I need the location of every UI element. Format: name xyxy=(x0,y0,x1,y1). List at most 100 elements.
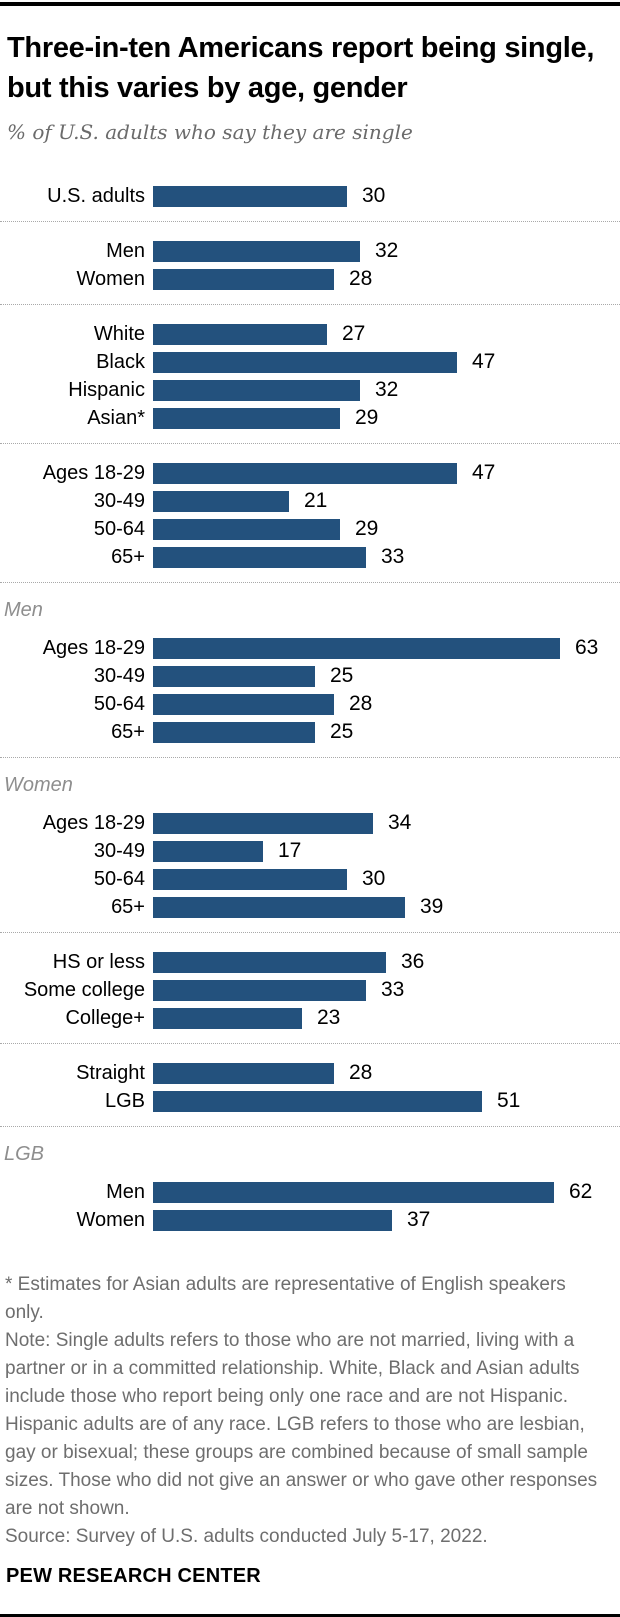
value-label: 25 xyxy=(330,664,354,687)
category-label: LGB xyxy=(104,1089,145,1112)
value-label: 28 xyxy=(349,267,373,290)
chart-section: White 27 Black 47 Hispanic 32 Asian* 29 xyxy=(0,304,620,443)
asterisk-note: * Estimates for Asian adults are represe… xyxy=(5,1274,566,1323)
value-label: 39 xyxy=(420,895,444,918)
chart-row: 50-64 29 xyxy=(0,515,620,543)
value-label: 37 xyxy=(407,1208,431,1231)
chart-row: 30-49 21 xyxy=(0,487,620,515)
chart-row: LGB 51 xyxy=(0,1087,620,1115)
category-label: White xyxy=(93,322,145,345)
bar xyxy=(153,812,373,834)
category-label: Straight xyxy=(76,1061,145,1084)
category-label: Black xyxy=(96,350,145,373)
chart-row: Women 28 xyxy=(0,265,620,293)
category-label: Some college xyxy=(23,978,145,1001)
bar xyxy=(153,951,386,973)
category-label: HS or less xyxy=(52,950,145,973)
chart-row: Women 37 xyxy=(0,1206,620,1234)
value-label: 32 xyxy=(375,378,399,401)
bar xyxy=(153,979,366,1001)
chart-row: Hispanic 32 xyxy=(0,376,620,404)
chart-section: HS or less 36 Some college 33 College+ 23 xyxy=(0,932,620,1043)
value-label: 32 xyxy=(375,239,399,262)
chart-row: 30-49 25 xyxy=(0,662,620,690)
value-label: 28 xyxy=(349,1061,373,1084)
bar xyxy=(153,1181,554,1203)
chart-row: Ages 18-29 47 xyxy=(0,459,620,487)
value-label: 30 xyxy=(362,184,386,207)
value-label: 29 xyxy=(355,517,379,540)
bar xyxy=(153,665,315,687)
chart-section: Men Ages 18-29 63 30-49 25 50-64 28 65+ 25 xyxy=(0,582,620,757)
bar xyxy=(153,868,347,890)
bar xyxy=(153,351,457,373)
category-label: Women xyxy=(76,267,145,290)
bar xyxy=(153,546,366,568)
value-label: 47 xyxy=(472,350,496,373)
category-label: Women xyxy=(76,1208,145,1231)
chart-row: 30-49 17 xyxy=(0,837,620,865)
group-header: Men xyxy=(4,599,43,621)
bar xyxy=(153,637,560,659)
value-label: 33 xyxy=(381,545,405,568)
value-label: 33 xyxy=(381,978,405,1001)
bar xyxy=(153,379,360,401)
category-label: 65+ xyxy=(111,720,145,743)
chart-row: 50-64 30 xyxy=(0,865,620,893)
category-label: Men xyxy=(106,239,145,262)
group-header: Women xyxy=(4,774,73,796)
bar xyxy=(153,462,457,484)
value-label: 27 xyxy=(342,322,366,345)
source-note: Source: Survey of U.S. adults conducted … xyxy=(5,1526,488,1547)
chart-row: 65+ 39 xyxy=(0,893,620,921)
value-label: 36 xyxy=(401,950,425,973)
group-header: LGB xyxy=(4,1143,45,1165)
chart-row: White 27 xyxy=(0,320,620,348)
value-label: 51 xyxy=(497,1089,521,1112)
methodology-note: Note: Single adults refers to those who … xyxy=(5,1330,598,1519)
chart-row: 50-64 28 xyxy=(0,690,620,718)
bar xyxy=(153,490,289,512)
chart-row: College+ 23 xyxy=(0,1004,620,1032)
value-label: 47 xyxy=(472,461,496,484)
category-label: 65+ xyxy=(111,545,145,568)
chart-row: Straight 28 xyxy=(0,1059,620,1087)
top-rule xyxy=(0,2,620,6)
category-label: College+ xyxy=(65,1006,145,1029)
bar xyxy=(153,840,263,862)
bar xyxy=(153,323,327,345)
chart-row: Men 62 xyxy=(0,1178,620,1206)
category-label: 50-64 xyxy=(93,867,145,890)
bar xyxy=(153,407,340,429)
bar xyxy=(153,240,360,262)
chart-row: U.S. adults 30 xyxy=(0,182,620,210)
category-label: 30-49 xyxy=(93,664,145,687)
chart-row: 65+ 25 xyxy=(0,718,620,746)
chart-section: U.S. adults 30 xyxy=(0,182,620,221)
category-label: Ages 18-29 xyxy=(42,461,145,484)
category-label: 65+ xyxy=(111,895,145,918)
category-label: Ages 18-29 xyxy=(42,811,145,834)
bar xyxy=(153,1090,482,1112)
category-label: Asian* xyxy=(87,406,145,429)
chart-row: Some college 33 xyxy=(0,976,620,1004)
brand-name: PEW RESEARCH CENTER xyxy=(6,1565,261,1587)
bar xyxy=(153,518,340,540)
value-label: 30 xyxy=(362,867,386,890)
value-label: 25 xyxy=(330,720,354,743)
chart-subtitle: % of U.S. adults who say they are single xyxy=(7,120,413,144)
category-label: 50-64 xyxy=(93,517,145,540)
value-label: 63 xyxy=(575,636,599,659)
bar xyxy=(153,1007,302,1029)
bar xyxy=(153,268,334,290)
category-label: U.S. adults xyxy=(47,184,145,207)
chart-row: HS or less 36 xyxy=(0,948,620,976)
chart-section: Straight 28 LGB 51 xyxy=(0,1043,620,1126)
chart-section: Women Ages 18-29 34 30-49 17 50-64 30 65+ 39 xyxy=(0,757,620,932)
page-title: Three-in-ten Americans report being sing… xyxy=(7,32,595,104)
value-label: 21 xyxy=(304,489,328,512)
value-label: 23 xyxy=(317,1006,341,1029)
bar xyxy=(153,693,334,715)
value-label: 34 xyxy=(388,811,412,834)
value-label: 28 xyxy=(349,692,373,715)
